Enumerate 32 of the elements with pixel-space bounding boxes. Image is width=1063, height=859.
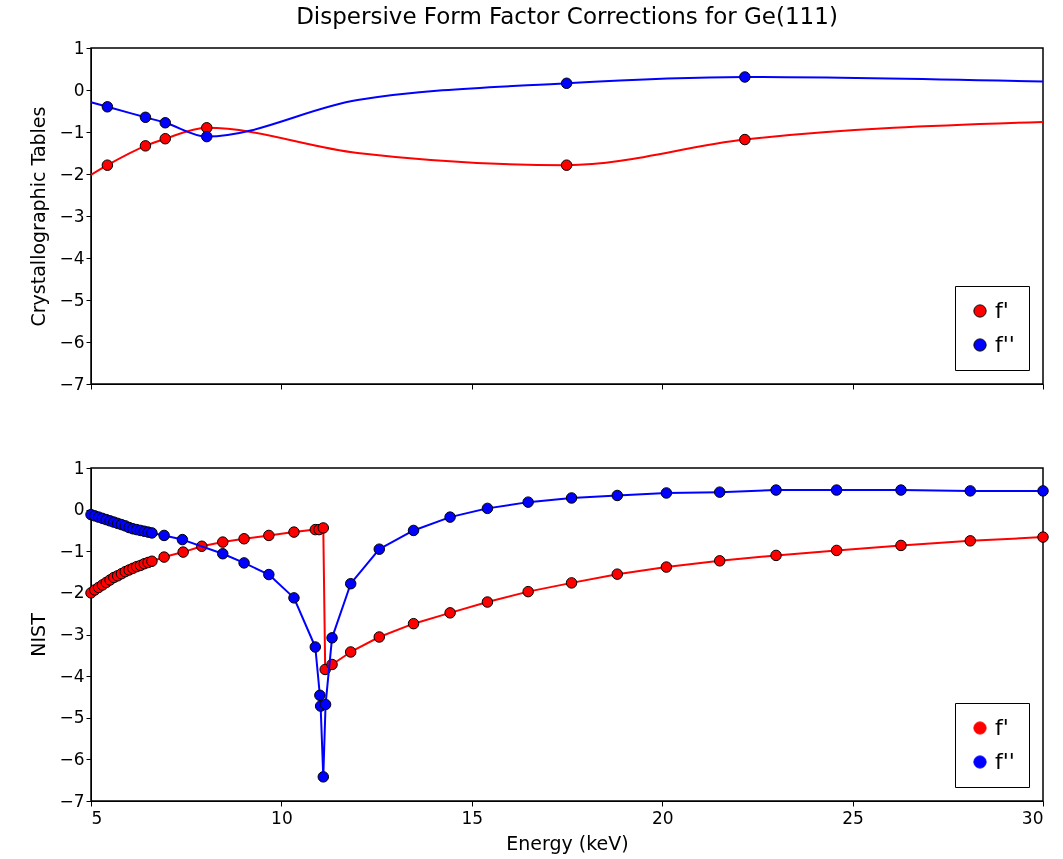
chart-title: Dispersive Form Factor Corrections for Ge(111) [296, 3, 838, 29]
legend-label: f' [995, 298, 1009, 323]
y-tick-label: 0 [73, 499, 85, 520]
legend-label: f'' [995, 332, 1015, 357]
x-axis-title: Energy (keV) [506, 831, 629, 854]
y-tick-label: 1 [73, 37, 85, 58]
y-tick-label: −5 [59, 707, 85, 728]
y-tick-label: −7 [59, 373, 85, 394]
x-tick-label: 10 [271, 807, 293, 828]
y-tick-label: −7 [59, 790, 85, 811]
y-tick-label: −6 [59, 748, 85, 769]
legend-label: f' [995, 715, 1009, 740]
x-tick-label: 15 [461, 807, 484, 828]
y-tick-label: −1 [59, 121, 85, 142]
y-tick-label: −1 [59, 540, 85, 561]
y-tick-label: 1 [73, 457, 85, 478]
y-axis-title: NIST [27, 612, 50, 657]
legend-label: f'' [995, 749, 1015, 774]
y-tick-label: −3 [59, 205, 85, 226]
y-tick-label: −4 [59, 665, 85, 686]
y-tick-label: 0 [73, 79, 85, 100]
y-tick-label: −6 [59, 331, 85, 352]
x-tick-label: 20 [651, 807, 674, 828]
y-axis-title: Crystallographic Tables [27, 106, 50, 327]
x-tick-label: 5 [91, 807, 103, 828]
y-tick-label: −2 [59, 163, 85, 184]
x-tick-label: 25 [842, 807, 864, 828]
y-tick-label: −2 [59, 582, 85, 603]
y-tick-label: −3 [59, 624, 85, 644]
y-tick-label: −5 [59, 289, 85, 310]
x-tick-label: 30 [1021, 807, 1044, 828]
y-tick-label: −4 [59, 247, 85, 268]
